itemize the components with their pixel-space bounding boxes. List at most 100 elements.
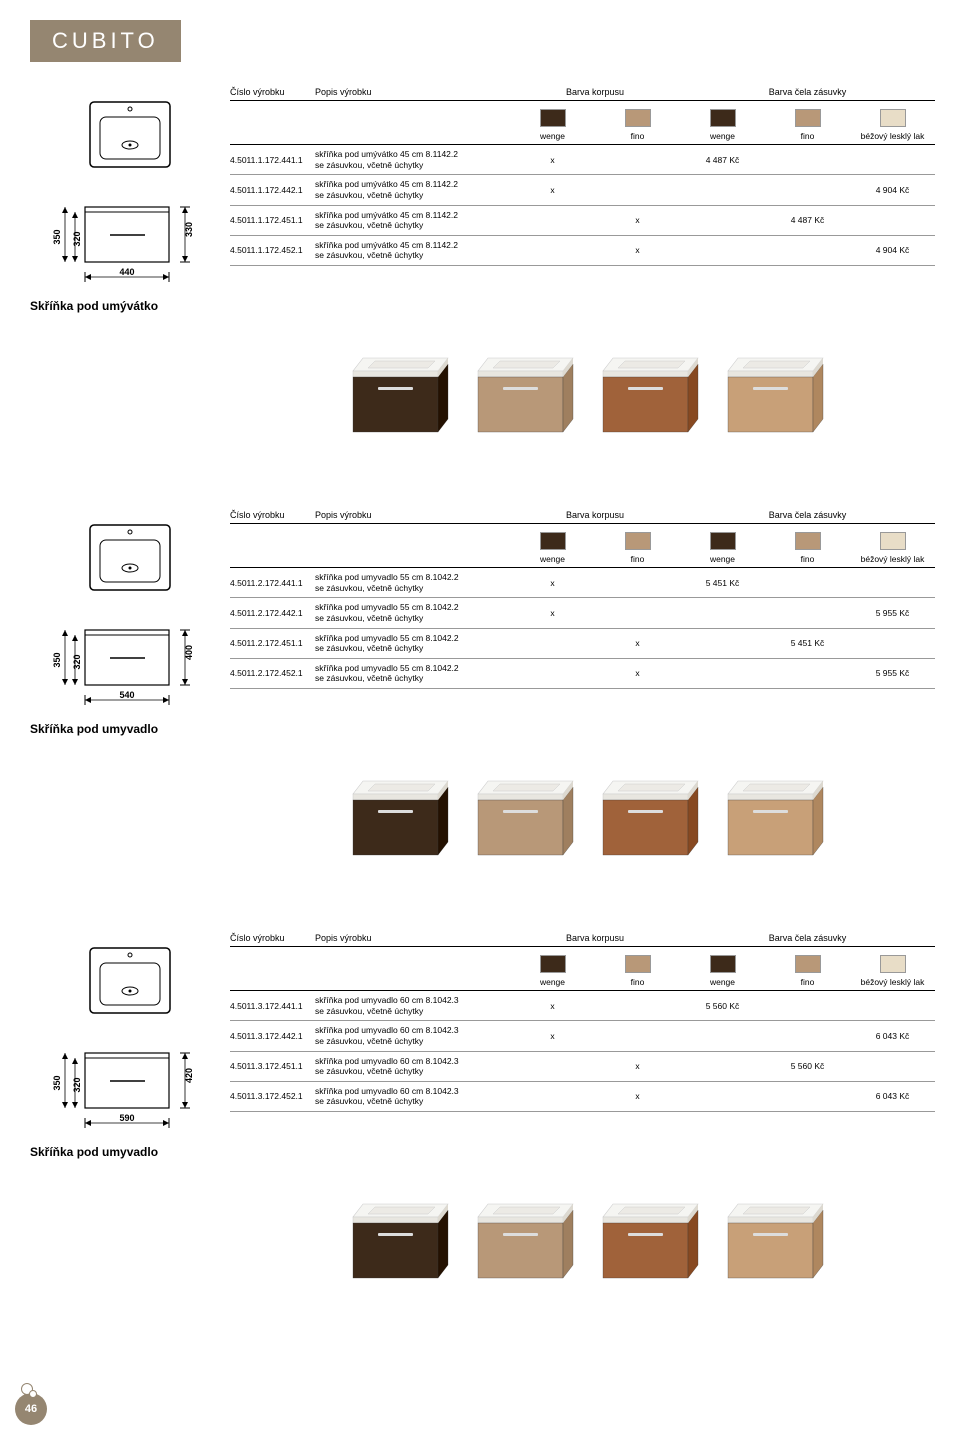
header-korpus: Barva korpusu xyxy=(510,510,680,520)
color-label: fino xyxy=(765,977,850,987)
cell-value: 4 487 Kč xyxy=(765,215,850,225)
cell-desc: skříňka pod umyvadlo 60 cm 8.1042.3se zá… xyxy=(315,995,510,1016)
table-column: Číslo výrobku Popis výrobku Barva korpus… xyxy=(230,87,935,266)
cabinet-image xyxy=(718,353,818,450)
cell-desc: skříňka pod umyvadlo 60 cm 8.1042.3se zá… xyxy=(315,1086,510,1107)
cell-code: 4.5011.2.172.442.1 xyxy=(230,608,315,618)
cabinet-image xyxy=(593,353,693,450)
color-label: béžový lesklý lak xyxy=(850,554,935,564)
cell-value: 5 560 Kč xyxy=(680,1001,765,1011)
cabinet-image xyxy=(343,776,443,873)
cell-code: 4.5011.3.172.451.1 xyxy=(230,1061,315,1071)
cabinet-image xyxy=(593,1199,693,1296)
cell-code: 4.5011.3.172.442.1 xyxy=(230,1031,315,1041)
svg-text:350: 350 xyxy=(52,1075,62,1090)
section-caption: Skříňka pod umývátko xyxy=(30,299,230,313)
table-row: 4.5011.1.172.451.1 skříňka pod umývátko … xyxy=(230,206,935,236)
table-row: 4.5011.2.172.441.1 skříňka pod umyvadlo … xyxy=(230,568,935,598)
cell-code: 4.5011.2.172.441.1 xyxy=(230,578,315,588)
cell-desc: skříňka pod umývátko 45 cm 8.1142.2se zá… xyxy=(315,179,510,200)
product-images-row xyxy=(230,353,930,450)
cell-desc: skříňka pod umývátko 45 cm 8.1142.2se zá… xyxy=(315,240,510,261)
svg-text:330: 330 xyxy=(184,222,194,237)
cabinet-image xyxy=(468,776,568,873)
table-header: Číslo výrobku Popis výrobku Barva korpus… xyxy=(230,510,935,524)
section-caption: Skříňka pod umyvadlo xyxy=(30,722,230,736)
swatch-fino xyxy=(625,955,651,973)
cell-value: x xyxy=(595,1091,680,1101)
cell-desc: skříňka pod umyvadlo 55 cm 8.1042.2se zá… xyxy=(315,663,510,684)
table-row: 4.5011.2.172.451.1 skříňka pod umyvadlo … xyxy=(230,629,935,659)
cell-value: x xyxy=(510,1031,595,1041)
color-label: wenge xyxy=(510,977,595,987)
table-row: 4.5011.3.172.442.1 skříňka pod umyvadlo … xyxy=(230,1021,935,1051)
table-row: 4.5011.1.172.441.1 skříňka pod umývátko … xyxy=(230,145,935,175)
cell-code: 4.5011.3.172.441.1 xyxy=(230,1001,315,1011)
cell-value: x xyxy=(510,608,595,618)
svg-text:400: 400 xyxy=(184,645,194,660)
swatch-fino xyxy=(795,955,821,973)
cell-value: 5 451 Kč xyxy=(765,638,850,648)
table-row: 4.5011.3.172.451.1 skříňka pod umyvadlo … xyxy=(230,1052,935,1082)
cell-value: x xyxy=(510,155,595,165)
color-label: fino xyxy=(765,554,850,564)
header-korpus: Barva korpusu xyxy=(510,87,680,97)
product-section: 590 420 350 320 Skříňka pod umyvadlo Čís… xyxy=(30,933,930,1159)
svg-text:320: 320 xyxy=(72,654,82,669)
svg-text:590: 590 xyxy=(119,1113,134,1123)
header-desc: Popis výrobku xyxy=(315,87,510,97)
cell-desc: skříňka pod umývátko 45 cm 8.1142.2se zá… xyxy=(315,149,510,170)
cell-desc: skříňka pod umyvadlo 55 cm 8.1042.2se zá… xyxy=(315,633,510,654)
table-header: Číslo výrobku Popis výrobku Barva korpus… xyxy=(230,933,935,947)
cell-code: 4.5011.3.172.452.1 xyxy=(230,1091,315,1101)
cell-code: 4.5011.1.172.452.1 xyxy=(230,245,315,255)
cell-code: 4.5011.1.172.441.1 xyxy=(230,155,315,165)
product-images-row xyxy=(230,776,930,873)
cabinet-image xyxy=(468,1199,568,1296)
color-label: béžový lesklý lak xyxy=(850,977,935,987)
header-code: Číslo výrobku xyxy=(230,933,315,943)
product-images-row xyxy=(230,1199,930,1296)
swatch-fino xyxy=(625,532,651,550)
cell-value: x xyxy=(595,668,680,678)
swatch-wenge xyxy=(710,109,736,127)
cell-value: 5 451 Kč xyxy=(680,578,765,588)
table-column: Číslo výrobku Popis výrobku Barva korpus… xyxy=(230,933,935,1112)
cabinet-image xyxy=(468,353,568,450)
cell-value: 4 487 Kč xyxy=(680,155,765,165)
section-caption: Skříňka pod umyvadlo xyxy=(30,1145,230,1159)
swatch-beige xyxy=(880,955,906,973)
cell-desc: skříňka pod umyvadlo 60 cm 8.1042.3se zá… xyxy=(315,1025,510,1046)
diagram-column: 590 420 350 320 Skříňka pod umyvadlo xyxy=(30,933,230,1159)
diagram-column: 440 330 350 320 Skříňka pod umývátko xyxy=(30,87,230,313)
cell-code: 4.5011.2.172.452.1 xyxy=(230,668,315,678)
cell-value: x xyxy=(510,1001,595,1011)
cell-desc: skříňka pod umyvadlo 55 cm 8.1042.2se zá… xyxy=(315,572,510,593)
cabinet-image xyxy=(718,776,818,873)
header-korpus: Barva korpusu xyxy=(510,933,680,943)
cabinet-image xyxy=(343,353,443,450)
table-row: 4.5011.2.172.452.1 skříňka pod umyvadlo … xyxy=(230,659,935,689)
swatch-wenge xyxy=(540,955,566,973)
svg-text:540: 540 xyxy=(119,690,134,700)
cell-desc: skříňka pod umývátko 45 cm 8.1142.2se zá… xyxy=(315,210,510,231)
cell-value: x xyxy=(595,245,680,255)
swatch-fino xyxy=(625,109,651,127)
color-label: wenge xyxy=(510,554,595,564)
swatch-wenge xyxy=(710,532,736,550)
swatch-beige xyxy=(880,109,906,127)
header-cela: Barva čela zásuvky xyxy=(680,933,935,943)
color-label: béžový lesklý lak xyxy=(850,131,935,141)
cabinet-image xyxy=(718,1199,818,1296)
svg-text:350: 350 xyxy=(52,652,62,667)
cell-value: x xyxy=(510,578,595,588)
cell-desc: skříňka pod umyvadlo 60 cm 8.1042.3se zá… xyxy=(315,1056,510,1077)
cell-desc: skříňka pod umyvadlo 55 cm 8.1042.2se zá… xyxy=(315,602,510,623)
cell-value: 5 955 Kč xyxy=(850,668,935,678)
cell-value: 5 955 Kč xyxy=(850,608,935,618)
swatch-row xyxy=(230,109,935,127)
cell-value: 4 904 Kč xyxy=(850,245,935,255)
color-label: wenge xyxy=(510,131,595,141)
cell-value: 6 043 Kč xyxy=(850,1031,935,1041)
color-label-row: wengefinowengefinobéžový lesklý lak xyxy=(230,554,935,568)
